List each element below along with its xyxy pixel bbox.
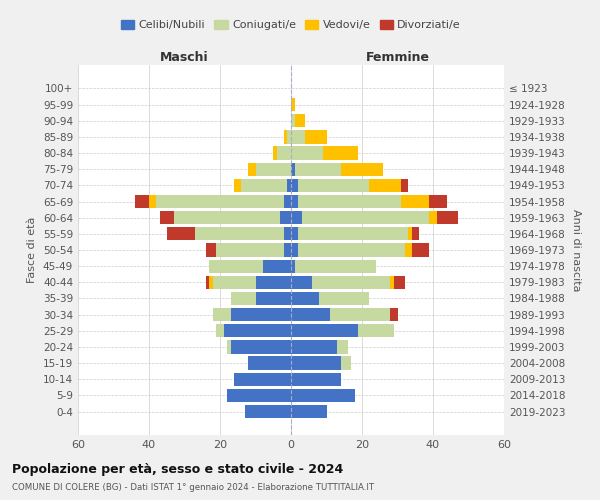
Bar [412, 244, 430, 256]
Bar [337, 340, 348, 353]
Text: Femmine: Femmine [365, 51, 430, 64]
Bar [174, 211, 280, 224]
Bar [391, 276, 394, 289]
Bar [213, 276, 256, 289]
Bar [341, 162, 383, 176]
Bar [391, 308, 398, 321]
Bar [217, 324, 224, 338]
Bar [230, 308, 291, 321]
Bar [291, 146, 323, 160]
Bar [291, 405, 326, 418]
Bar [206, 244, 217, 256]
Bar [280, 211, 291, 224]
Bar [291, 389, 355, 402]
Bar [298, 195, 401, 208]
Bar [401, 179, 408, 192]
Bar [319, 292, 369, 305]
Bar [284, 130, 287, 143]
Bar [213, 308, 230, 321]
Text: Maschi: Maschi [160, 51, 209, 64]
Bar [291, 195, 298, 208]
Bar [313, 276, 391, 289]
Bar [291, 292, 319, 305]
Bar [295, 260, 376, 273]
Bar [430, 211, 437, 224]
Text: Popolazione per età, sesso e stato civile - 2024: Popolazione per età, sesso e stato civil… [12, 462, 343, 475]
Bar [295, 114, 305, 128]
Bar [291, 114, 295, 128]
Bar [248, 356, 291, 370]
Bar [291, 308, 330, 321]
Bar [230, 292, 256, 305]
Bar [408, 227, 412, 240]
Bar [291, 211, 302, 224]
Bar [284, 227, 291, 240]
Bar [358, 324, 394, 338]
Bar [298, 179, 369, 192]
Bar [369, 179, 401, 192]
Bar [412, 227, 419, 240]
Bar [227, 340, 230, 353]
Bar [248, 162, 256, 176]
Bar [245, 405, 291, 418]
Bar [302, 211, 430, 224]
Bar [230, 340, 291, 353]
Bar [256, 292, 291, 305]
Bar [209, 260, 263, 273]
Bar [195, 227, 284, 240]
Bar [256, 276, 291, 289]
Bar [160, 211, 174, 224]
Bar [241, 179, 287, 192]
Bar [437, 211, 458, 224]
Bar [298, 244, 404, 256]
Bar [277, 146, 291, 160]
Bar [234, 372, 291, 386]
Bar [291, 227, 298, 240]
Bar [341, 356, 352, 370]
Bar [401, 195, 430, 208]
Bar [291, 244, 298, 256]
Bar [135, 195, 149, 208]
Bar [287, 179, 291, 192]
Bar [394, 276, 404, 289]
Bar [273, 146, 277, 160]
Bar [209, 276, 213, 289]
Bar [330, 308, 391, 321]
Bar [217, 244, 284, 256]
Bar [284, 244, 291, 256]
Bar [263, 260, 291, 273]
Bar [149, 195, 156, 208]
Bar [291, 356, 341, 370]
Y-axis label: Anni di nascita: Anni di nascita [571, 209, 581, 291]
Bar [224, 324, 291, 338]
Bar [291, 276, 313, 289]
Bar [291, 179, 298, 192]
Text: COMUNE DI COLERE (BG) - Dati ISTAT 1° gennaio 2024 - Elaborazione TUTTITALIA.IT: COMUNE DI COLERE (BG) - Dati ISTAT 1° ge… [12, 482, 374, 492]
Bar [291, 162, 295, 176]
Bar [291, 340, 337, 353]
Bar [323, 146, 358, 160]
Bar [234, 179, 241, 192]
Bar [404, 244, 412, 256]
Bar [291, 372, 341, 386]
Bar [291, 98, 295, 111]
Legend: Celibi/Nubili, Coniugati/e, Vedovi/e, Divorziati/e: Celibi/Nubili, Coniugati/e, Vedovi/e, Di… [116, 15, 466, 34]
Bar [287, 130, 291, 143]
Bar [291, 260, 295, 273]
Bar [227, 389, 291, 402]
Bar [156, 195, 284, 208]
Bar [305, 130, 326, 143]
Bar [295, 162, 341, 176]
Bar [206, 276, 209, 289]
Bar [167, 227, 195, 240]
Y-axis label: Fasce di età: Fasce di età [28, 217, 37, 283]
Bar [284, 195, 291, 208]
Bar [256, 162, 291, 176]
Bar [291, 130, 305, 143]
Bar [298, 227, 408, 240]
Bar [430, 195, 447, 208]
Bar [291, 324, 358, 338]
